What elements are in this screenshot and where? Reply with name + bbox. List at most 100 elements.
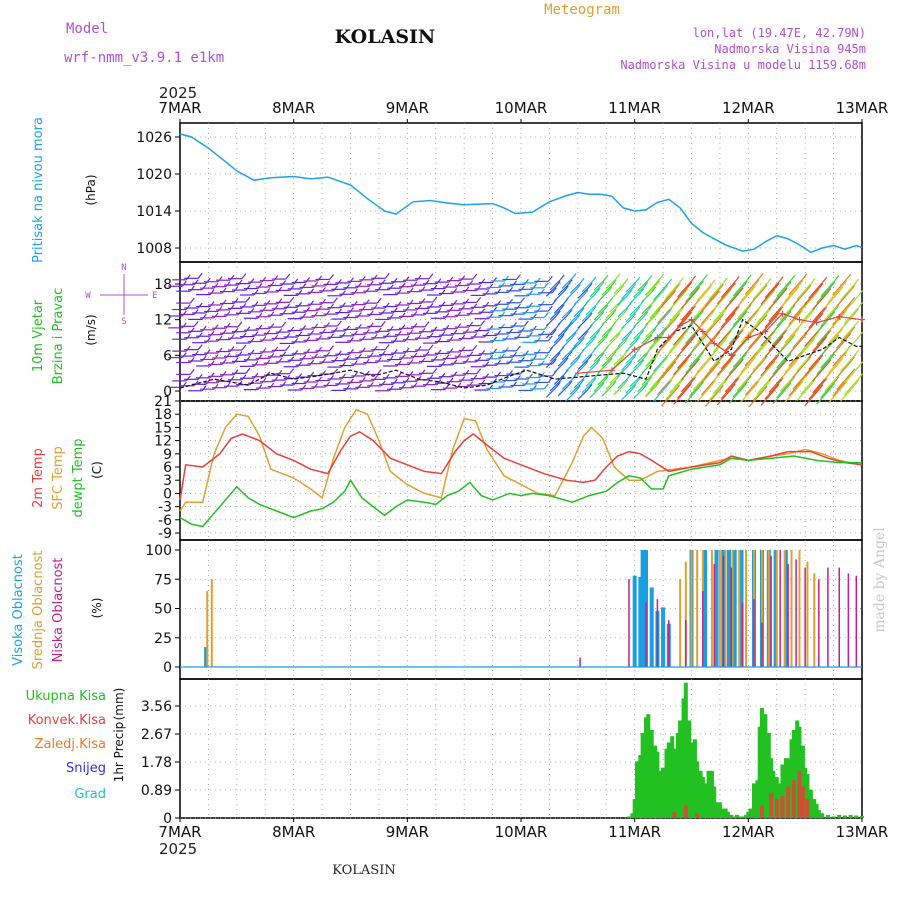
wind-barb-tick: [547, 305, 553, 312]
precip-total-bar: [721, 808, 726, 818]
wind-barb-tick: [639, 359, 645, 366]
wind-barb-tick: [424, 351, 430, 357]
precip-legend-conv: Konvek.Kisa: [28, 713, 106, 728]
wind-barb-tick: [515, 333, 521, 340]
wind-barb-tick: [301, 354, 307, 361]
wind-barb-tick: [440, 289, 446, 296]
cloud-low-bar: [770, 555, 772, 667]
wind-barb-tick: [810, 337, 816, 344]
wind-barb-tick: [623, 337, 629, 344]
wind-barb-tick: [213, 383, 219, 390]
wind-barb-tick: [364, 358, 370, 365]
wind-barb: [569, 282, 581, 294]
wind-barb-tick: [253, 372, 259, 379]
wind-barb-tick: [193, 380, 199, 387]
wind-barb-tick: [372, 274, 378, 281]
wind-barb: [645, 379, 661, 397]
cloud-mid-bar: [745, 550, 748, 667]
wind-barb-tick: [225, 352, 231, 359]
wind-barb-tick: [317, 275, 323, 282]
wind-barb-tick: [818, 283, 824, 290]
cloud-high-bar: [714, 550, 719, 667]
wind-barb-tick: [472, 273, 478, 280]
y-tick-label: 18: [154, 277, 172, 293]
wind-barb-tick: [400, 383, 406, 390]
wind-barb-tick: [599, 311, 605, 317]
precip-conv-bar: [780, 795, 785, 818]
wind-barb-tick: [742, 352, 748, 359]
wind-barb-tick: [786, 352, 792, 359]
precip-total-bar: [649, 729, 654, 818]
wind-barb: [824, 303, 840, 321]
wind-barb-tick: [492, 306, 498, 313]
wind-barb-tick: [336, 279, 342, 285]
wind-barb-tick: [376, 357, 382, 363]
wind-barb-tick: [448, 276, 454, 283]
wind-barb-tick: [802, 273, 808, 280]
wind-barb-tick: [854, 379, 860, 386]
wind-barb-tick: [245, 296, 251, 303]
wind-barb-tick: [285, 333, 291, 339]
wind-barb-tick: [631, 354, 637, 361]
wind-barb-tick: [209, 372, 215, 379]
wind-barb-tick: [444, 384, 450, 391]
wind-barb-tick: [408, 370, 414, 377]
wind-barb: [573, 306, 585, 317]
wind-barb-tick: [691, 335, 696, 341]
wind-barb: [692, 290, 708, 308]
wind-barb-tick: [790, 304, 796, 311]
wind-barb-tick: [675, 354, 681, 361]
wind-barb-tick: [710, 279, 716, 285]
wind-barb-tick: [714, 290, 720, 297]
wind-barb-tick: [695, 358, 700, 365]
wind-barb-tick: [675, 313, 681, 320]
wind-barb-tick: [257, 384, 263, 390]
wind-barb-tick: [818, 312, 824, 319]
wind-barb: [677, 381, 692, 399]
wind-barb-tick: [265, 299, 271, 306]
wind-barb-tick: [519, 327, 525, 333]
wind-barb: [784, 284, 800, 302]
wind-barb-tick: [738, 329, 744, 335]
wind-barb: [748, 360, 764, 378]
wind-barb: [597, 374, 609, 386]
wind-barb-tick: [336, 380, 342, 386]
wind-barb-tick: [404, 347, 410, 354]
precip-total-bar: [769, 758, 774, 818]
wind-barb: [688, 350, 704, 368]
wind-barb: [828, 356, 844, 374]
wind-barb: [565, 319, 577, 330]
wind-barb-tick: [273, 275, 279, 281]
wind-barb-tick: [233, 369, 239, 376]
wind-barb-tick: [432, 356, 438, 362]
y-tick-label: 3: [163, 473, 172, 489]
wind-barb: [661, 318, 677, 336]
wind-barb: [836, 361, 852, 379]
precip-total-bar: [653, 745, 658, 818]
cloud-high-bar: [640, 550, 645, 667]
y-tick-label: 1026: [136, 130, 172, 146]
wind-barb-tick: [476, 326, 482, 333]
wind-barb: [784, 385, 800, 403]
wind-barb-tick: [384, 272, 390, 279]
wind-barb-tick: [281, 309, 287, 316]
precip-conv-bar: [672, 811, 677, 818]
precip-total-bar: [808, 789, 813, 818]
wind-barb: [593, 380, 605, 392]
wind-barb-tick: [858, 373, 864, 380]
precip-total-bar: [803, 767, 808, 818]
wind-barb: [824, 291, 840, 309]
wind-barb: [645, 308, 661, 326]
wind-barb-tick: [488, 325, 494, 331]
wind-barb-tick: [185, 333, 191, 340]
wind-barb: [756, 294, 772, 312]
precip-legend-snow: Snijeg: [66, 761, 106, 776]
wind-barb-tick: [372, 345, 378, 352]
precip-total-bar: [766, 733, 771, 818]
wind-barb: [553, 290, 565, 302]
wind-barb-tick: [225, 382, 231, 389]
y-tick-label: 0: [163, 660, 172, 676]
wind-barb-tick: [826, 329, 832, 336]
wind-barb-tick: [356, 312, 362, 318]
wind-barb-tick: [225, 281, 231, 288]
